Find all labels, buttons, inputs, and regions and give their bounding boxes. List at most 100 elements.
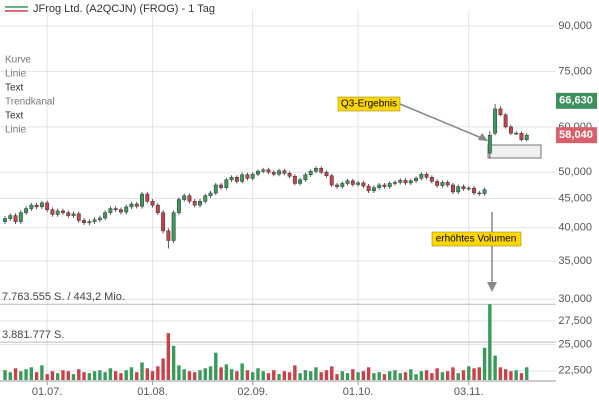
candle-body: [176, 199, 181, 213]
menu-item[interactable]: Linie: [5, 69, 27, 80]
volume-bar: [324, 370, 329, 380]
y-tick-label: 40,000: [558, 222, 592, 234]
candle-body: [329, 175, 334, 186]
x-tick-label: 02.09.: [237, 386, 268, 398]
volume-bar: [3, 370, 7, 380]
annotation: erhöhtes Volumen: [436, 234, 517, 245]
candle-body: [514, 132, 519, 135]
candle-body: [482, 189, 487, 194]
volume-bar: [519, 373, 524, 380]
candle-body: [234, 177, 239, 182]
menu-item[interactable]: Text: [5, 83, 24, 94]
candle-body: [398, 180, 403, 183]
candle-body: [487, 135, 492, 154]
candle-body: [29, 204, 34, 209]
volume-bar: [29, 367, 34, 380]
volume-bar: [335, 374, 339, 380]
menu-item[interactable]: Trendkanal: [5, 97, 55, 108]
candle-body: [161, 212, 166, 232]
candle-body: [519, 132, 524, 140]
candle-body: [277, 170, 281, 175]
volume-bar: [472, 368, 476, 380]
volume-bar: [45, 374, 49, 380]
volume-bar: [403, 372, 408, 380]
volume-bar: [66, 371, 70, 380]
menu-item[interactable]: Kurve: [5, 55, 32, 66]
candle-body: [76, 213, 81, 221]
volume-bar: [50, 371, 55, 380]
menu-item[interactable]: Text: [5, 111, 24, 122]
volume-bar: [219, 367, 223, 380]
volume-bar: [187, 371, 192, 380]
volume-bar: [166, 333, 171, 380]
candle-body: [477, 192, 482, 195]
candle-body: [287, 172, 292, 177]
volume-bar: [140, 362, 144, 380]
volume-bar: [509, 371, 513, 380]
volume-bar: [229, 369, 234, 380]
volume-bar: [482, 347, 487, 380]
gap-box: [487, 144, 542, 159]
volume-bar: [456, 373, 460, 380]
candle-body: [340, 183, 345, 187]
candle-body: [387, 183, 392, 187]
volume-bar: [330, 366, 334, 380]
volume-bar: [150, 371, 155, 380]
candle-body: [456, 186, 461, 193]
volume-bar: [351, 369, 355, 380]
candle-body: [240, 174, 245, 182]
candle-body: [350, 180, 355, 185]
volume-bar: [87, 373, 92, 380]
volume-bar: [145, 368, 149, 380]
volume-bar: [82, 372, 86, 380]
candle-body: [429, 177, 434, 182]
volume-bar: [203, 368, 207, 380]
candle-body: [213, 184, 218, 194]
candle-body: [61, 210, 65, 213]
candle-body: [129, 203, 134, 208]
candle-body: [192, 200, 197, 206]
price-marker-label: 58,040: [559, 129, 593, 141]
x-tick-label: 01.07.: [32, 386, 63, 398]
volume-bar: [419, 371, 424, 380]
volume-bar: [303, 370, 308, 380]
candle-body: [461, 186, 466, 189]
candle-body: [313, 168, 318, 172]
x-tick-label: 03.11.: [454, 386, 484, 398]
volume-bar: [272, 370, 276, 380]
volume-bar: [414, 374, 418, 380]
volume-line-label: 7.763.555 S. / 443,2 Mio.: [2, 291, 125, 303]
volume-bar: [34, 372, 39, 380]
candle-body: [166, 230, 171, 241]
volume-bar: [177, 365, 181, 380]
y-tick-label: 30,000: [558, 293, 592, 305]
candle-body: [508, 126, 513, 134]
candle-body: [250, 173, 255, 179]
candle-body: [382, 184, 387, 187]
candle-body: [303, 174, 308, 181]
volume-bar: [108, 368, 113, 380]
candle-body: [198, 200, 202, 206]
candle-body: [219, 184, 224, 188]
volume-bar: [287, 372, 292, 380]
volume-bar: [113, 371, 118, 380]
candle-body: [524, 134, 529, 140]
candle-body: [103, 212, 108, 219]
y-tick-label: 27,500: [558, 315, 592, 327]
candle-body: [393, 182, 397, 184]
candle-body: [39, 202, 44, 208]
candle-body: [18, 212, 23, 222]
volume-bar: [277, 374, 281, 380]
annotation-box: [431, 231, 522, 247]
volume-bar: [161, 358, 165, 380]
y-tick-label: 60,000: [558, 121, 592, 133]
volume-bar: [13, 368, 18, 380]
volume-bar: [435, 368, 439, 380]
menu-item[interactable]: Linie: [5, 125, 27, 136]
candle-body: [403, 180, 408, 184]
candle-body: [34, 204, 39, 208]
candle-body: [298, 179, 303, 184]
volume-bar: [98, 370, 102, 380]
volume-bar: [451, 367, 455, 380]
